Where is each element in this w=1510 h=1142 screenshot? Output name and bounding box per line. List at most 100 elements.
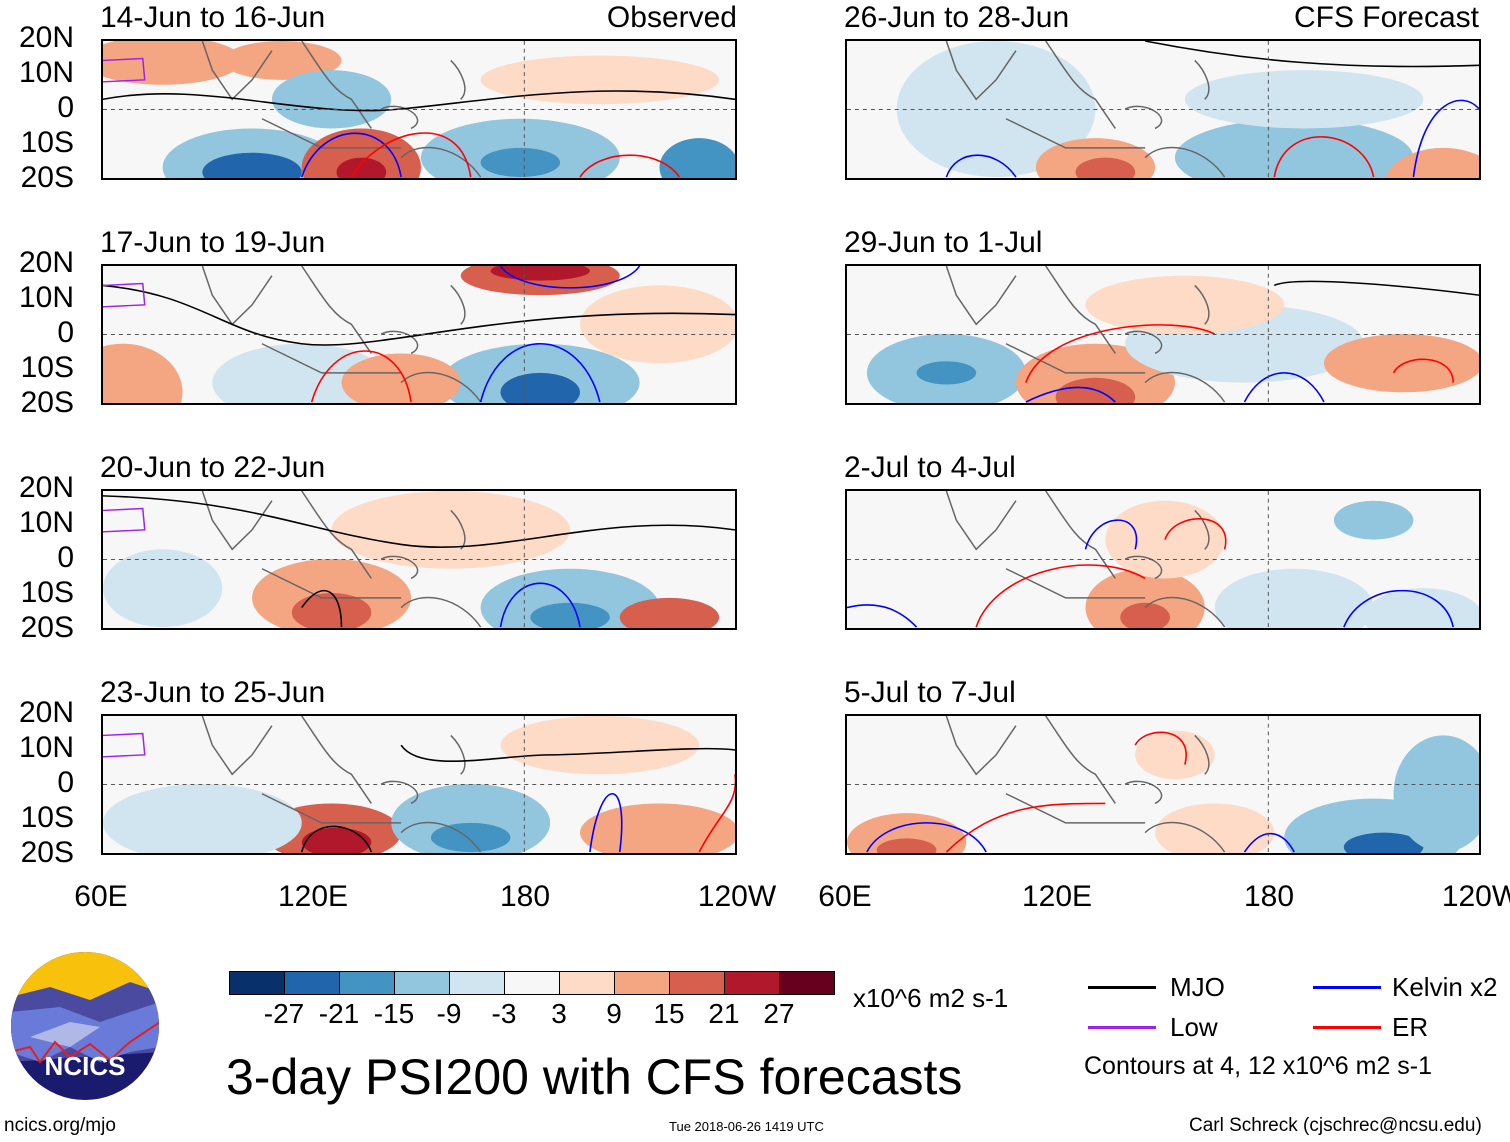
low-contour bbox=[103, 507, 146, 533]
colorbar-swatch bbox=[559, 971, 615, 995]
x-tick-label: 60E bbox=[818, 880, 872, 913]
x-tick-label: 60E bbox=[74, 880, 128, 913]
map-panel bbox=[101, 489, 737, 630]
y-tick-label: 20S bbox=[20, 161, 74, 194]
anomaly-region bbox=[271, 70, 392, 129]
panel-title: 5-Jul to 7-Jul bbox=[844, 676, 1016, 709]
contour-line bbox=[1273, 280, 1479, 296]
contour-line bbox=[1243, 372, 1325, 403]
y-tick-label: 0 bbox=[57, 766, 74, 799]
coastline bbox=[201, 716, 482, 853]
anomaly-region bbox=[222, 41, 342, 80]
contour-line bbox=[400, 744, 735, 762]
anomaly-region bbox=[480, 147, 561, 178]
anomaly-region bbox=[916, 361, 977, 385]
colorbar-swatch bbox=[779, 971, 835, 995]
map-panel bbox=[101, 714, 737, 855]
contour-line bbox=[1144, 41, 1479, 68]
contour-line bbox=[975, 564, 1146, 628]
contour-line bbox=[1343, 589, 1454, 628]
colorbar-swatch bbox=[669, 971, 725, 995]
y-tick-label: 20N bbox=[18, 471, 74, 504]
panel-title: 29-Jun to 1-Jul bbox=[844, 226, 1043, 259]
legend-kelvin: Kelvin x2 bbox=[1392, 972, 1498, 1002]
map-panel bbox=[845, 264, 1481, 405]
contour-line bbox=[479, 342, 601, 403]
contour-line bbox=[847, 604, 918, 628]
anomaly-region bbox=[1174, 118, 1414, 178]
map-panel bbox=[101, 264, 737, 405]
contour-line bbox=[300, 825, 373, 853]
contour-line bbox=[1164, 518, 1227, 550]
anomaly-region bbox=[530, 602, 610, 628]
anomaly-region bbox=[391, 784, 551, 853]
colorbar-tick: 3 bbox=[551, 998, 567, 1029]
anomaly-region bbox=[480, 568, 660, 628]
colorbar-swatch bbox=[614, 971, 670, 995]
contour-line bbox=[589, 792, 623, 853]
map-panel bbox=[845, 714, 1481, 855]
contour-note: Contours at 4, 12 x10^6 m2 s-1 bbox=[1084, 1052, 1433, 1080]
y-tick-label: 20S bbox=[20, 611, 74, 644]
anomaly-region bbox=[1085, 275, 1285, 335]
x-tick-label: 120W bbox=[697, 880, 777, 913]
panel-title: 17-Jun to 19-Jun bbox=[100, 226, 326, 259]
map-panel bbox=[845, 39, 1481, 180]
legend-er: ER bbox=[1392, 1012, 1429, 1042]
legend-low: Low bbox=[1170, 1012, 1218, 1042]
x-tick-label: 120W bbox=[1441, 880, 1510, 913]
colorbar-swatch bbox=[284, 971, 340, 995]
anomaly-region bbox=[876, 838, 937, 853]
contour-line bbox=[103, 90, 735, 112]
colorbar-swatch bbox=[394, 971, 450, 995]
footer-author: Carl Schreck (cjschrec@ncsu.edu) bbox=[1189, 1115, 1482, 1136]
contour-line bbox=[1025, 386, 1116, 403]
anomaly-region bbox=[1343, 832, 1424, 853]
anomaly-region bbox=[1184, 70, 1424, 129]
anomaly-region bbox=[619, 597, 720, 628]
anomaly-region bbox=[103, 784, 302, 853]
x-tick-label: 120E bbox=[277, 880, 349, 913]
anomaly-region bbox=[896, 41, 1096, 178]
colorbar-tick: -21 bbox=[318, 998, 360, 1029]
footer-url[interactable]: ncics.org/mjo bbox=[4, 1115, 116, 1136]
colorbar-tick: 21 bbox=[708, 998, 740, 1029]
coastline bbox=[945, 491, 1226, 628]
anomaly-region bbox=[500, 372, 580, 403]
contour-line bbox=[103, 495, 735, 548]
contour-line bbox=[499, 582, 581, 628]
contour-line bbox=[945, 802, 1106, 853]
legend-line-kelvin bbox=[1313, 986, 1381, 989]
y-tick-label: 20S bbox=[20, 836, 74, 869]
contour-line bbox=[698, 774, 735, 853]
panel-title: 20-Jun to 22-Jun bbox=[100, 451, 326, 484]
contour-line bbox=[1392, 358, 1454, 383]
contour-line bbox=[1134, 731, 1187, 765]
anomaly-region bbox=[1155, 803, 1275, 853]
coastline bbox=[945, 266, 1226, 403]
footer-timestamp: Tue 2018-06-26 1419 UTC bbox=[669, 1119, 824, 1134]
colorbar-tick: -9 bbox=[436, 998, 462, 1029]
contour-line bbox=[310, 350, 412, 403]
anomaly-region bbox=[341, 353, 461, 403]
x-tick-label: 120E bbox=[1021, 880, 1093, 913]
anomaly-region bbox=[336, 157, 387, 178]
coastline bbox=[201, 41, 482, 178]
panel-title: 2-Jul to 4-Jul bbox=[844, 451, 1016, 484]
panel-title: 26-Jun to 28-Jun bbox=[844, 1, 1070, 34]
colorbar-swatch bbox=[724, 971, 780, 995]
contour-line bbox=[579, 154, 681, 178]
y-tick-label: 10S bbox=[20, 126, 74, 159]
legend-line-low bbox=[1088, 1026, 1156, 1029]
anomaly-region bbox=[103, 549, 223, 628]
anomaly-region bbox=[291, 593, 372, 628]
y-tick-label: 20N bbox=[18, 246, 74, 279]
panel-title: 23-Jun to 25-Jun bbox=[100, 676, 326, 709]
anomaly-region bbox=[580, 803, 735, 853]
panel-title: 14-Jun to 16-Jun bbox=[100, 1, 326, 34]
colorbar-swatch bbox=[229, 971, 285, 995]
y-tick-label: 10N bbox=[18, 506, 74, 539]
units-label: x10^6 m2 s-1 bbox=[853, 983, 1009, 1013]
contour-line bbox=[1412, 99, 1479, 178]
low-contour bbox=[103, 282, 146, 308]
